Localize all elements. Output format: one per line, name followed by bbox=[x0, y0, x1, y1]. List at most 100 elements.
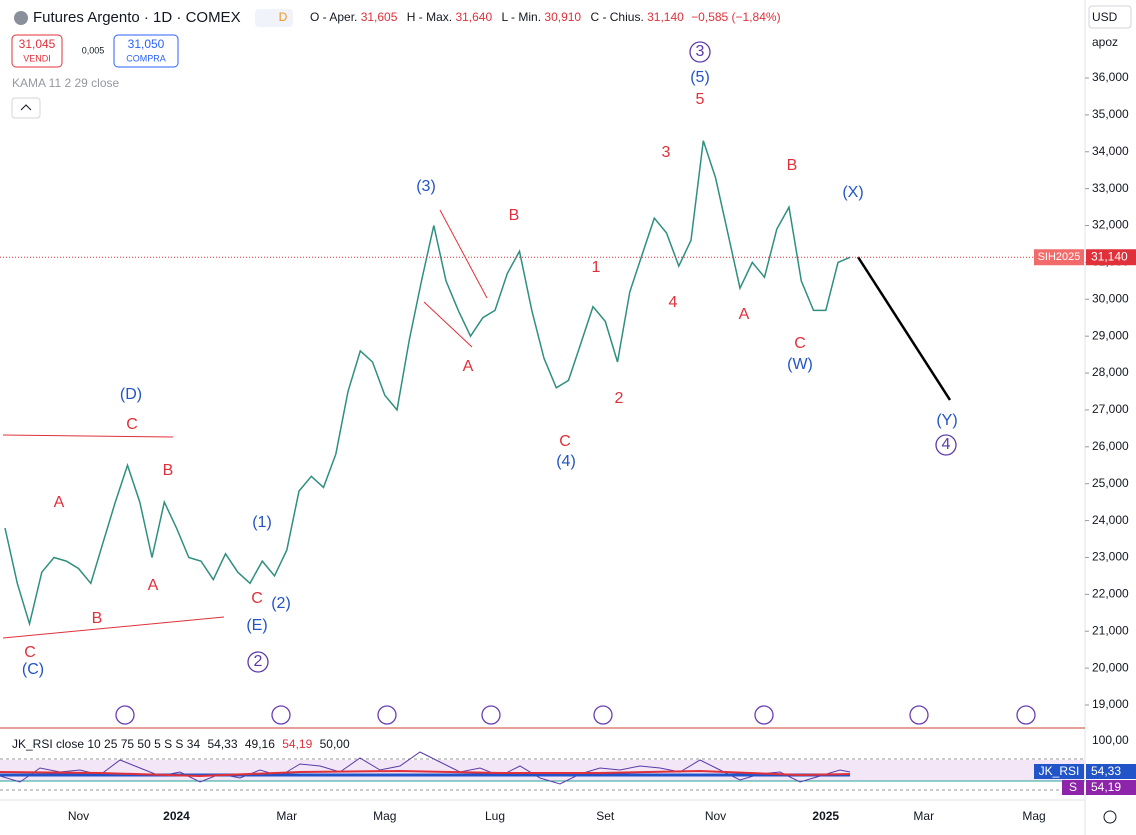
label: C - Chius. bbox=[590, 10, 643, 24]
y-tick-label: 25,000 bbox=[1092, 476, 1129, 490]
y-tick-label: 19,000 bbox=[1092, 697, 1129, 711]
label: L - Min. bbox=[501, 10, 541, 24]
wave-label: 5 bbox=[696, 91, 705, 108]
wave-label: 2 bbox=[254, 653, 263, 670]
rsi-tag bbox=[1034, 764, 1084, 779]
y-tick-label: 22,000 bbox=[1092, 587, 1129, 601]
wave-label: 3 bbox=[662, 144, 671, 161]
wave-label: (4) bbox=[556, 453, 576, 470]
y-tick-label: 24,000 bbox=[1092, 513, 1129, 527]
event-icons bbox=[115, 705, 1036, 725]
ohlc: O - Aper. 31,605 H - Max. 31,640 L - Min… bbox=[310, 10, 781, 24]
y-tick-label: 33,000 bbox=[1092, 181, 1129, 195]
x-tick-label: Nov bbox=[68, 809, 89, 823]
rsi-signal bbox=[0, 769, 851, 778]
x-tick-label: Mar bbox=[913, 809, 934, 823]
wave-label: 4 bbox=[669, 294, 678, 311]
wave-label: 4 bbox=[942, 436, 951, 453]
y-tick-label: 27,000 bbox=[1092, 402, 1129, 416]
x-tick-label: 2025 bbox=[812, 809, 839, 823]
buy-price: 31,050 bbox=[128, 37, 165, 51]
wave-label: C bbox=[24, 644, 36, 661]
sell-button[interactable] bbox=[11, 34, 63, 68]
spread: 0,005 bbox=[82, 45, 105, 55]
collapse-button[interactable] bbox=[11, 97, 41, 119]
badge[interactable] bbox=[255, 9, 293, 27]
wave-label: (C) bbox=[22, 661, 44, 678]
rsi-tag-value: 54,33 bbox=[1091, 764, 1121, 778]
y-tick-label: 26,000 bbox=[1092, 439, 1129, 453]
y-tick-label: 36,000 bbox=[1092, 70, 1129, 84]
wave-label: B bbox=[163, 462, 174, 479]
wave-label: (E) bbox=[246, 617, 267, 634]
wave-label: B bbox=[787, 157, 798, 174]
rsi-value: 50,00 bbox=[320, 737, 350, 751]
wave-label: A bbox=[463, 358, 474, 375]
x-tick-label: 2024 bbox=[163, 809, 190, 823]
wave-circle bbox=[689, 41, 711, 63]
y-tick-label: 34,000 bbox=[1092, 144, 1129, 158]
price-tag-symbol: SIH2025 bbox=[1038, 251, 1081, 263]
wave-label: B bbox=[92, 610, 103, 627]
currency: USD bbox=[1092, 10, 1118, 24]
y-tick-label: 21,000 bbox=[1092, 623, 1129, 637]
price-tag bbox=[1034, 249, 1084, 266]
rsi-value: 54,33 bbox=[207, 737, 237, 751]
y-tick-label: 23,000 bbox=[1092, 550, 1129, 564]
trendlines bbox=[2, 209, 488, 639]
y-tick-label: 29,000 bbox=[1092, 328, 1129, 342]
currency-button[interactable] bbox=[1088, 5, 1132, 29]
sell-price: 31,045 bbox=[19, 37, 56, 51]
wave-label: C bbox=[559, 433, 571, 450]
rsi-tag bbox=[1086, 764, 1136, 779]
buy-button[interactable] bbox=[113, 34, 179, 68]
wave-label: A bbox=[148, 577, 159, 594]
y-tick-label: 28,000 bbox=[1092, 365, 1129, 379]
wave-label: C bbox=[251, 590, 263, 607]
rsi-legend: JK_RSI close 10 25 75 50 5 S S 34 54,33 … bbox=[12, 737, 350, 751]
badge-text: D bbox=[279, 10, 288, 24]
wave-label: (3) bbox=[416, 178, 436, 195]
s-tag-text: S bbox=[1069, 780, 1077, 794]
rsi-name: JK_RSI close 10 25 75 50 5 S S 34 bbox=[12, 737, 200, 751]
x-tick-label: Mag bbox=[373, 809, 396, 823]
x-tick-label: Mag bbox=[1022, 809, 1045, 823]
change: −0,585 (−1,84%) bbox=[691, 10, 780, 24]
settings-icon[interactable] bbox=[1103, 810, 1117, 824]
wave-label: (X) bbox=[842, 184, 863, 201]
wave-label: 1 bbox=[592, 259, 601, 276]
value: 31,605 bbox=[361, 10, 398, 24]
x-tick-label: Lug bbox=[485, 809, 505, 823]
price-tag-value: 31,140 bbox=[1091, 249, 1128, 263]
symbol-icon bbox=[14, 11, 28, 25]
sell-label: VENDI bbox=[23, 53, 51, 63]
rsi-value: 54,19 bbox=[282, 737, 312, 751]
y-tick-label: 35,000 bbox=[1092, 107, 1129, 121]
wave-label: (W) bbox=[787, 356, 813, 373]
wave-circle bbox=[935, 434, 957, 456]
x-tick-label: Set bbox=[596, 809, 615, 823]
indicator-legend[interactable]: KAMA 11 2 29 close bbox=[12, 76, 120, 90]
label: O - Aper. bbox=[310, 10, 357, 24]
price-tag bbox=[1086, 249, 1136, 266]
symbol-title[interactable]: Futures Argento · 1D · COMEX bbox=[33, 9, 241, 26]
rsi-band bbox=[0, 760, 1085, 781]
wave-label: C bbox=[794, 335, 806, 352]
scale-mode[interactable]: apoz bbox=[1092, 35, 1118, 49]
rsi-tag-text: JK_RSI bbox=[1039, 764, 1080, 778]
wave-circle bbox=[247, 651, 269, 673]
y-tick-label: 30,000 bbox=[1092, 291, 1129, 305]
caret bbox=[20, 104, 32, 111]
rsi-value: 49,16 bbox=[245, 737, 275, 751]
wave-label: (D) bbox=[120, 386, 142, 403]
wave-label: A bbox=[54, 494, 65, 511]
value: 31,640 bbox=[455, 10, 492, 24]
wave-label: A bbox=[739, 306, 750, 323]
s-tag-value: 54,19 bbox=[1091, 780, 1121, 794]
label: H - Max. bbox=[407, 10, 452, 24]
wave-label: 3 bbox=[696, 43, 705, 60]
wave-label: B bbox=[509, 207, 520, 224]
s-tag bbox=[1086, 780, 1136, 795]
